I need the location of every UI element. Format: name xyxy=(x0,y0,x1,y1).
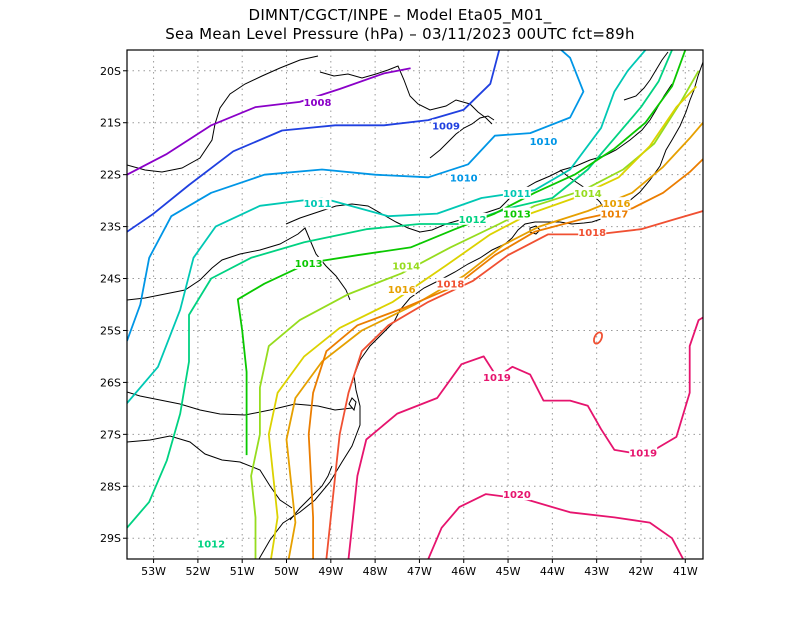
river-reservoir xyxy=(429,115,495,159)
isobar-label-background xyxy=(449,171,478,184)
isobar-label-1012: 1012 xyxy=(197,539,225,550)
isobar-label-1016: 1016 xyxy=(388,285,416,296)
y-tick-label: 28S xyxy=(100,480,121,493)
isobar-label-background xyxy=(387,282,416,295)
x-tick-label: 52W xyxy=(185,565,210,578)
x-tick-label: 49W xyxy=(318,565,343,578)
isobar-label-background xyxy=(197,537,226,550)
isobar-label-background xyxy=(392,259,421,272)
isobar-1013 xyxy=(236,50,687,456)
isobar-1008 xyxy=(127,67,411,176)
y-tick-label: 24S xyxy=(100,273,121,286)
x-tick-label: 45W xyxy=(496,565,521,578)
x-tick-label: 42W xyxy=(629,565,654,578)
isobar-label-1014: 1014 xyxy=(574,189,602,200)
y-tick-label: 27S xyxy=(100,428,121,441)
y-tick-label: 23S xyxy=(100,221,121,234)
isobar-label-1014: 1014 xyxy=(392,262,420,273)
isobar-label-background xyxy=(432,119,461,132)
y-tick-label: 20S xyxy=(100,65,121,78)
lagoon-coast xyxy=(289,465,333,521)
isobar-label-1013: 1013 xyxy=(503,210,531,221)
x-tick-label: 48W xyxy=(363,565,388,578)
isobar-label-1018: 1018 xyxy=(578,228,606,239)
isobar-label-background xyxy=(529,134,558,147)
isobar-1015 xyxy=(267,85,698,559)
isobar-1018 xyxy=(325,210,703,559)
isobar-label-background xyxy=(600,207,629,220)
x-tick-label: 41W xyxy=(673,565,698,578)
chart-title: DIMNT/CGCT/INPE – Model Eta05_M01_ xyxy=(248,6,552,24)
isobar-label-background xyxy=(303,95,332,108)
isobar-1016 xyxy=(285,122,703,559)
isobar-label-1019: 1019 xyxy=(629,449,657,460)
state-border xyxy=(623,51,669,101)
x-tick-label: 44W xyxy=(540,565,565,578)
isobar-label-1016: 1016 xyxy=(603,199,631,210)
y-tick-label: 26S xyxy=(100,376,121,389)
isobar-labels: 1008 1009 1010 1010 1011 1011 1012 1012 1013 1013… xyxy=(197,95,658,550)
x-tick-label: 46W xyxy=(451,565,476,578)
grid-lines xyxy=(127,50,703,559)
isobar-label-1009: 1009 xyxy=(432,121,460,132)
isobar-label-1011: 1011 xyxy=(503,189,531,200)
isobar-label-1010: 1010 xyxy=(450,173,478,184)
isobar-1012 xyxy=(127,50,673,529)
isobar-label-1017: 1017 xyxy=(600,210,628,221)
isobar-label-background xyxy=(629,446,658,459)
isobar-1019 xyxy=(347,316,703,559)
y-tick-label: 21S xyxy=(100,117,121,130)
isobar-label-1012: 1012 xyxy=(459,215,487,226)
isobar-label-background xyxy=(303,197,332,210)
isobar-label-background xyxy=(458,212,487,225)
isobar-1010 xyxy=(127,50,585,342)
state-border xyxy=(127,391,353,416)
isobar-1020 xyxy=(427,493,684,559)
state-border xyxy=(127,55,319,173)
country-border xyxy=(127,227,351,301)
isobar-1014 xyxy=(250,70,700,559)
x-tick-label: 50W xyxy=(274,565,299,578)
y-tick-label: 29S xyxy=(100,532,121,545)
state-border xyxy=(127,435,293,509)
isobar-label-1020: 1020 xyxy=(503,490,531,501)
isobar-label-1008: 1008 xyxy=(304,98,332,109)
isobar-label-background xyxy=(578,225,607,238)
y-tick-label: 25S xyxy=(100,324,121,337)
x-tick-label: 53W xyxy=(141,565,166,578)
isobar-label-background xyxy=(573,186,602,199)
isobar-label-1018: 1018 xyxy=(437,280,465,291)
isobar-label-background xyxy=(502,186,531,199)
x-tick-label: 47W xyxy=(407,565,432,578)
isobar-1011 xyxy=(127,50,647,404)
isobar-label-1013: 1013 xyxy=(295,259,323,270)
y-tick-label: 22S xyxy=(100,169,121,182)
isobar-1017 xyxy=(307,158,703,559)
state-border xyxy=(319,65,493,125)
chart-subtitle: Sea Mean Level Pressure (hPa) – 03/11/20… xyxy=(165,25,635,43)
isobars xyxy=(127,50,703,559)
isobar-label-background xyxy=(436,277,465,290)
coastline xyxy=(258,61,703,559)
isobar-label-background xyxy=(502,488,531,501)
isobar-label-background xyxy=(294,256,323,269)
isobar-label-1019: 1019 xyxy=(483,373,511,384)
x-tick-label: 51W xyxy=(230,565,255,578)
isobar-label-1011: 1011 xyxy=(304,199,332,210)
isobar-label-background xyxy=(502,207,531,220)
isobar-label-1010: 1010 xyxy=(530,137,558,148)
isobar-label-background xyxy=(602,197,631,210)
island-santa-catarina xyxy=(348,397,357,412)
axis-ticks: 53W 52W 51W 50W 49W 48W 47W 46W 45W 44W 43W 42W 41W 2… xyxy=(100,65,698,578)
x-tick-label: 43W xyxy=(584,565,609,578)
isobar-1009 xyxy=(127,50,501,233)
isobar-label-background xyxy=(482,371,511,384)
isobar-1018-closed-small xyxy=(593,331,603,345)
plot-frame xyxy=(126,49,704,560)
